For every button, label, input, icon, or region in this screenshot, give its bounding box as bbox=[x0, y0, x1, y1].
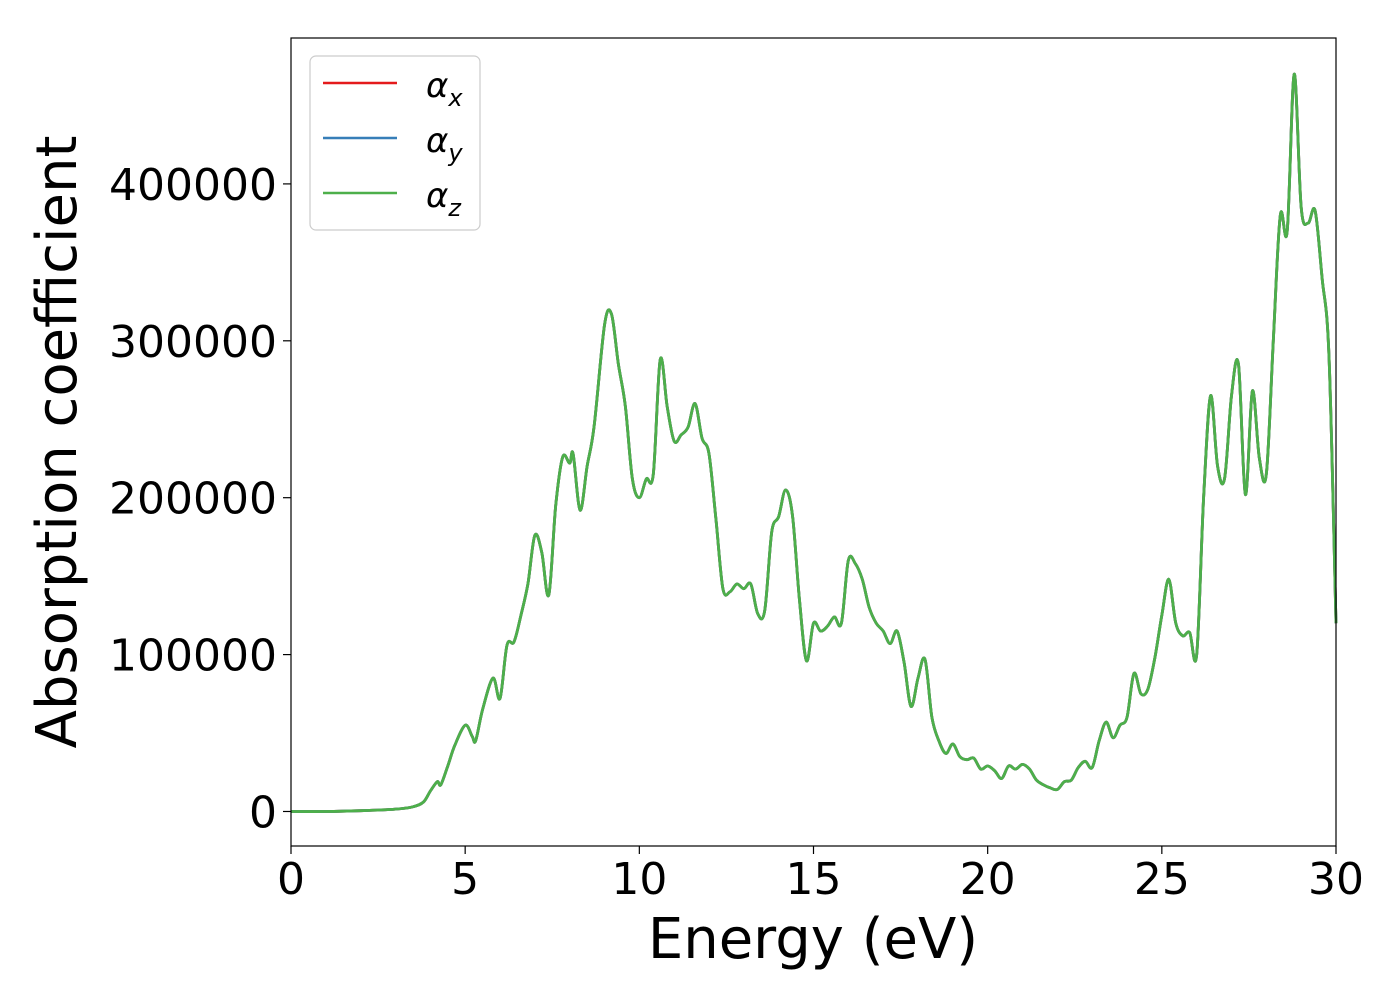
x-tick-label: 15 bbox=[786, 854, 842, 905]
y-tick-label: 100000 bbox=[109, 631, 277, 682]
x-tick-label: 30 bbox=[1308, 854, 1364, 905]
x-tick-label: 20 bbox=[960, 854, 1016, 905]
x-axis-ticks: 0 5 10 15 20 25 30 bbox=[277, 846, 1364, 905]
y-axis-label: Absorption coefficient bbox=[25, 136, 90, 749]
x-tick-label: 5 bbox=[451, 854, 479, 905]
y-axis-ticks: 0 100000 200000 300000 400000 bbox=[109, 160, 291, 838]
y-tick-label: 300000 bbox=[109, 317, 277, 368]
legend-entry-x: αx bbox=[426, 66, 463, 112]
y-tick-label: 400000 bbox=[109, 160, 277, 211]
x-tick-label: 0 bbox=[277, 854, 305, 905]
x-tick-label: 25 bbox=[1134, 854, 1190, 905]
plot-lines bbox=[290, 72, 1338, 813]
series-line-z bbox=[290, 72, 1338, 813]
x-tick-label: 10 bbox=[611, 854, 667, 905]
y-tick-label: 0 bbox=[249, 787, 277, 838]
legend-box bbox=[309, 55, 481, 231]
legend: αx αy αz bbox=[309, 55, 481, 231]
y-tick-label: 200000 bbox=[109, 474, 277, 525]
legend-entry-y: αy bbox=[426, 121, 463, 167]
legend-entry-z: αz bbox=[426, 176, 462, 222]
x-axis-label: Energy (eV) bbox=[648, 907, 978, 972]
